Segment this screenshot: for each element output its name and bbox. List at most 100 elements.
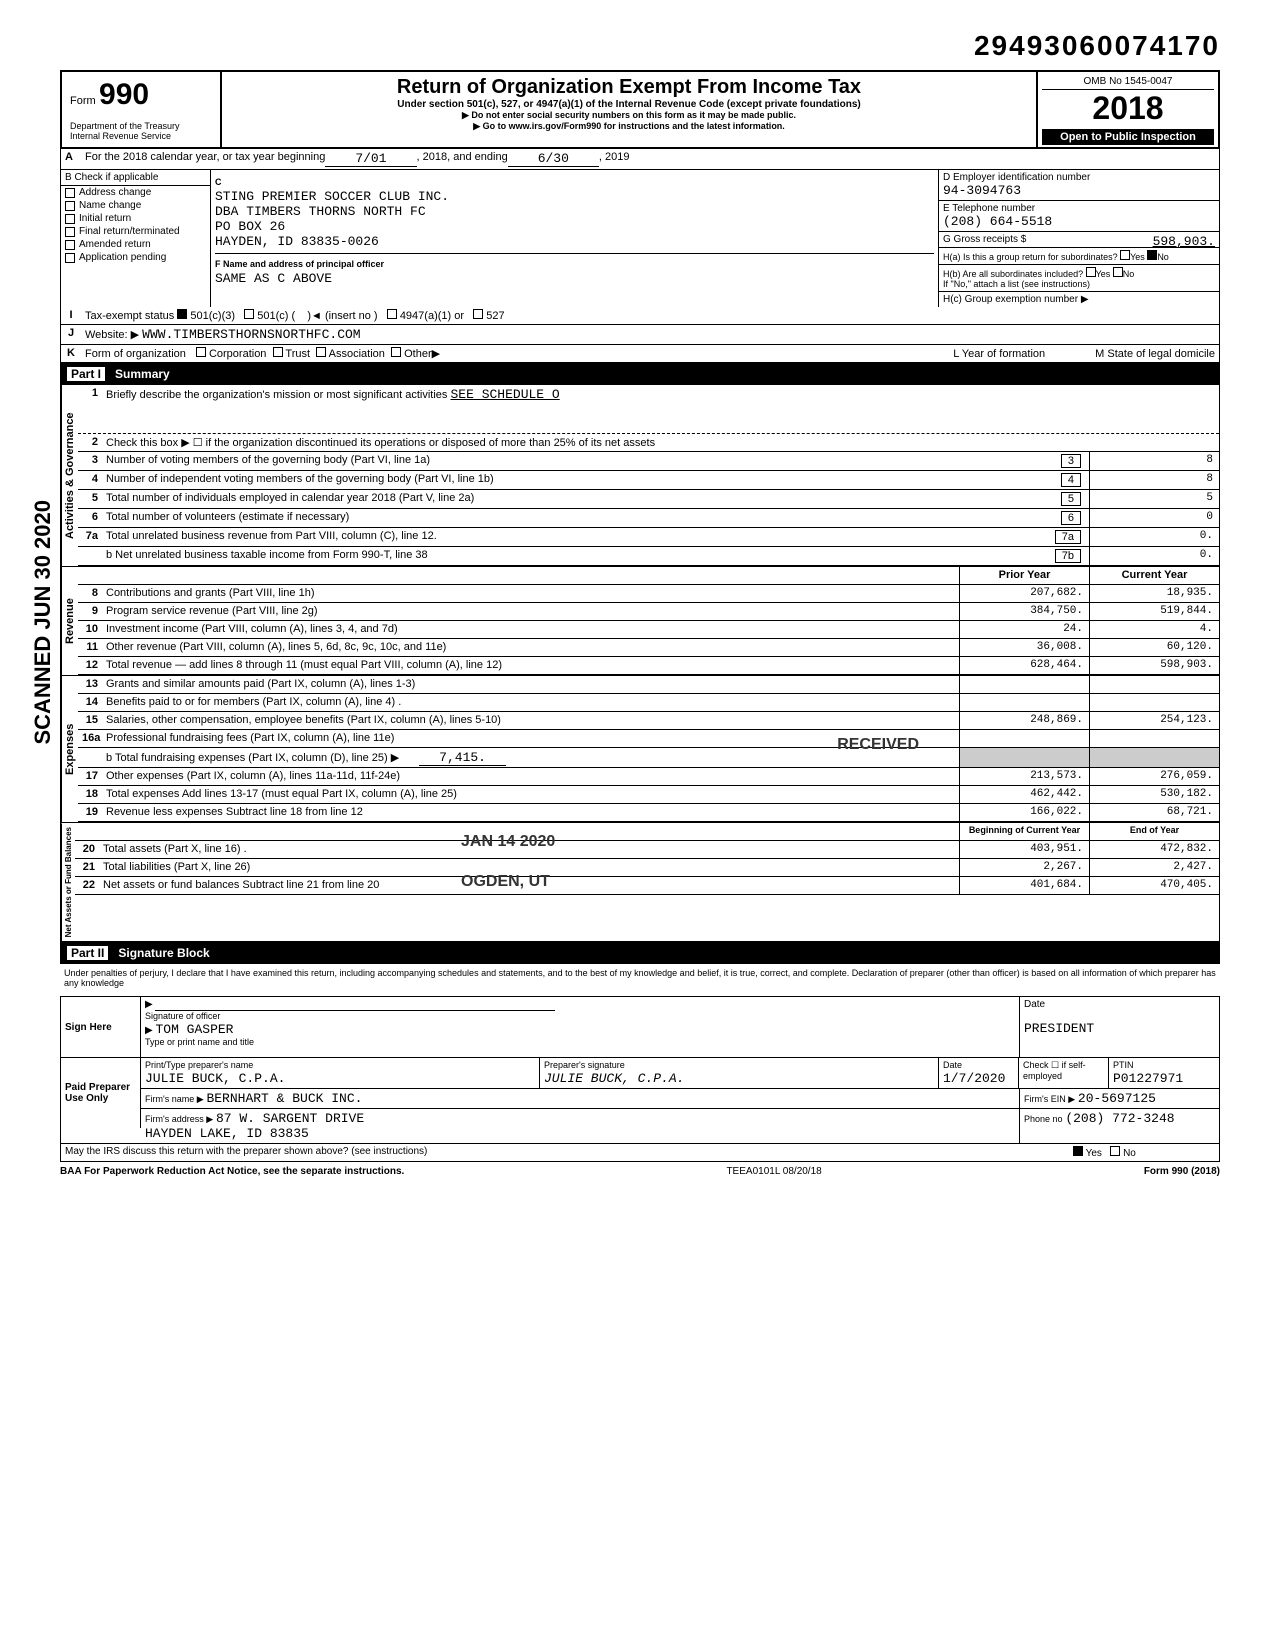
row-num: 8 [78, 585, 102, 602]
form-subtitle: Under section 501(c), 527, or 4947(a)(1)… [232, 99, 1026, 110]
ptin-value: P01227971 [1113, 1071, 1183, 1086]
jan14-stamp: JAN 14 2020 [461, 833, 555, 851]
year-formation-label: L Year of formation [953, 348, 1045, 360]
row-value: 5 [1089, 490, 1219, 508]
501c3-checkbox[interactable] [177, 309, 187, 319]
ha-yes-checkbox[interactable] [1120, 250, 1130, 260]
line-j-label: J [61, 325, 81, 344]
prep-date: 1/7/2020 [943, 1071, 1005, 1086]
opt-527: 527 [486, 310, 504, 322]
current-value: 18,935. [1089, 585, 1219, 602]
4947-checkbox[interactable] [387, 309, 397, 319]
checkbox[interactable] [65, 214, 75, 224]
line-a-mid: , 2018, and ending [417, 151, 508, 167]
perjury-statement: Under penalties of perjury, I declare th… [60, 964, 1220, 992]
checkbox-label: Initial return [79, 213, 131, 224]
checkbox-label: Final return/terminated [79, 226, 180, 237]
checkbox[interactable] [65, 188, 75, 198]
officer-name: TOM GASPER [155, 1022, 233, 1037]
opt-501c: 501(c) ( [257, 310, 295, 322]
hb-no-checkbox[interactable] [1113, 267, 1123, 277]
row-num: 19 [78, 804, 102, 821]
prior-value: 166,022. [959, 804, 1089, 821]
officer-label: F Name and address of principal officer [215, 259, 384, 269]
row-num: 15 [78, 712, 102, 729]
prior-value: 36,008. [959, 639, 1089, 656]
row-text: Total number of individuals employed in … [102, 490, 1089, 508]
org-type-label: Association [329, 348, 385, 360]
omb-number: OMB No 1545-0047 [1042, 74, 1214, 90]
tax-year-begin: 7/01 [325, 151, 416, 167]
ogden-stamp: OGDEN, UT [461, 873, 550, 891]
insert-no: )◄ (insert no ) [307, 310, 377, 322]
hb-yes-checkbox[interactable] [1086, 267, 1096, 277]
prior-value: 207,682. [959, 585, 1089, 602]
checkbox-label: Amended return [79, 239, 151, 250]
line-a-label: A [65, 151, 85, 167]
form-org-label: Form of organization [85, 348, 186, 360]
line-i-text: Tax-exempt status [85, 310, 174, 322]
prior-value: 213,573. [959, 768, 1089, 785]
row-num: 12 [78, 657, 102, 674]
checkbox[interactable] [65, 253, 75, 263]
row-text: Total unrelated business revenue from Pa… [102, 528, 1089, 546]
501c-checkbox[interactable] [244, 309, 254, 319]
line-i-label: I [61, 307, 81, 324]
row-text: Total revenue — add lines 8 through 11 (… [102, 657, 959, 674]
row-num: 16a [78, 730, 102, 747]
opt-501c3: 501(c)(3) [190, 310, 235, 322]
discuss-yes-checkbox[interactable] [1073, 1146, 1083, 1156]
gross-receipts-label: G Gross receipts $ [943, 234, 1026, 245]
firm-phone: (208) 772-3248 [1065, 1111, 1174, 1126]
current-value: 254,123. [1089, 712, 1219, 729]
form-title: Return of Organization Exempt From Incom… [232, 76, 1026, 99]
current-value [1089, 730, 1219, 747]
officer-value: SAME AS C ABOVE [215, 271, 332, 286]
org-type-checkbox[interactable] [391, 347, 401, 357]
527-checkbox[interactable] [473, 309, 483, 319]
prep-date-label: Date [943, 1060, 962, 1070]
name-title-label: Type or print name and title [145, 1037, 254, 1047]
checkbox[interactable] [65, 227, 75, 237]
section-b-header: B Check if applicable [61, 170, 210, 186]
revenue-section: Revenue Prior YearCurrent Year 8Contribu… [60, 567, 1220, 676]
ein-label: D Employer identification number [943, 172, 1090, 183]
org-type-checkbox[interactable] [196, 347, 206, 357]
row-text: Investment income (Part VIII, column (A)… [102, 621, 959, 638]
row-text: Total number of volunteers (estimate if … [102, 509, 1089, 527]
signature-block: Sign Here ▶ Signature of officer ▶ TOM G… [60, 996, 1220, 1162]
checkbox[interactable] [65, 201, 75, 211]
phone-value: (208) 664-5518 [943, 214, 1052, 229]
row-text: Benefits paid to or for members (Part IX… [102, 694, 959, 711]
row-text: Salaries, other compensation, employee b… [102, 712, 959, 729]
prior-value [959, 730, 1089, 747]
ha-no-checkbox[interactable] [1147, 250, 1157, 260]
expenses-section: Expenses 13Grants and similar amounts pa… [60, 676, 1220, 823]
row-num: 17 [78, 768, 102, 785]
row-num: 10 [78, 621, 102, 638]
discuss-no-checkbox[interactable] [1110, 1146, 1120, 1156]
end-value: 470,405. [1089, 877, 1219, 894]
signature-label: Signature of officer [145, 1011, 220, 1021]
prior-value: 384,750. [959, 603, 1089, 620]
current-value: 530,182. [1089, 786, 1219, 803]
date-label: Date [1024, 999, 1045, 1010]
firm-name-label: Firm's name ▶ [145, 1094, 204, 1104]
sign-here-label: Sign Here [61, 997, 141, 1057]
ha-label: H(a) Is this a group return for subordin… [943, 252, 1118, 262]
governance-section: Activities & Governance 1Briefly describ… [60, 385, 1220, 567]
phone-label: E Telephone number [943, 203, 1035, 214]
line-k-label: K [61, 345, 81, 362]
row-num: 18 [78, 786, 102, 803]
current-value: 68,721. [1089, 804, 1219, 821]
org-type-checkbox[interactable] [316, 347, 326, 357]
ein-value: 94-3094763 [943, 183, 1021, 198]
org-type-checkbox[interactable] [273, 347, 283, 357]
current-value: 519,844. [1089, 603, 1219, 620]
discuss-no: No [1123, 1148, 1136, 1159]
checkbox[interactable] [65, 240, 75, 250]
section-c-label: C [215, 177, 222, 187]
received-stamp: RECEIVED [837, 736, 919, 754]
line-a-text: For the 2018 calendar year, or tax year … [85, 151, 325, 167]
part-2-title: Part II [67, 946, 108, 960]
